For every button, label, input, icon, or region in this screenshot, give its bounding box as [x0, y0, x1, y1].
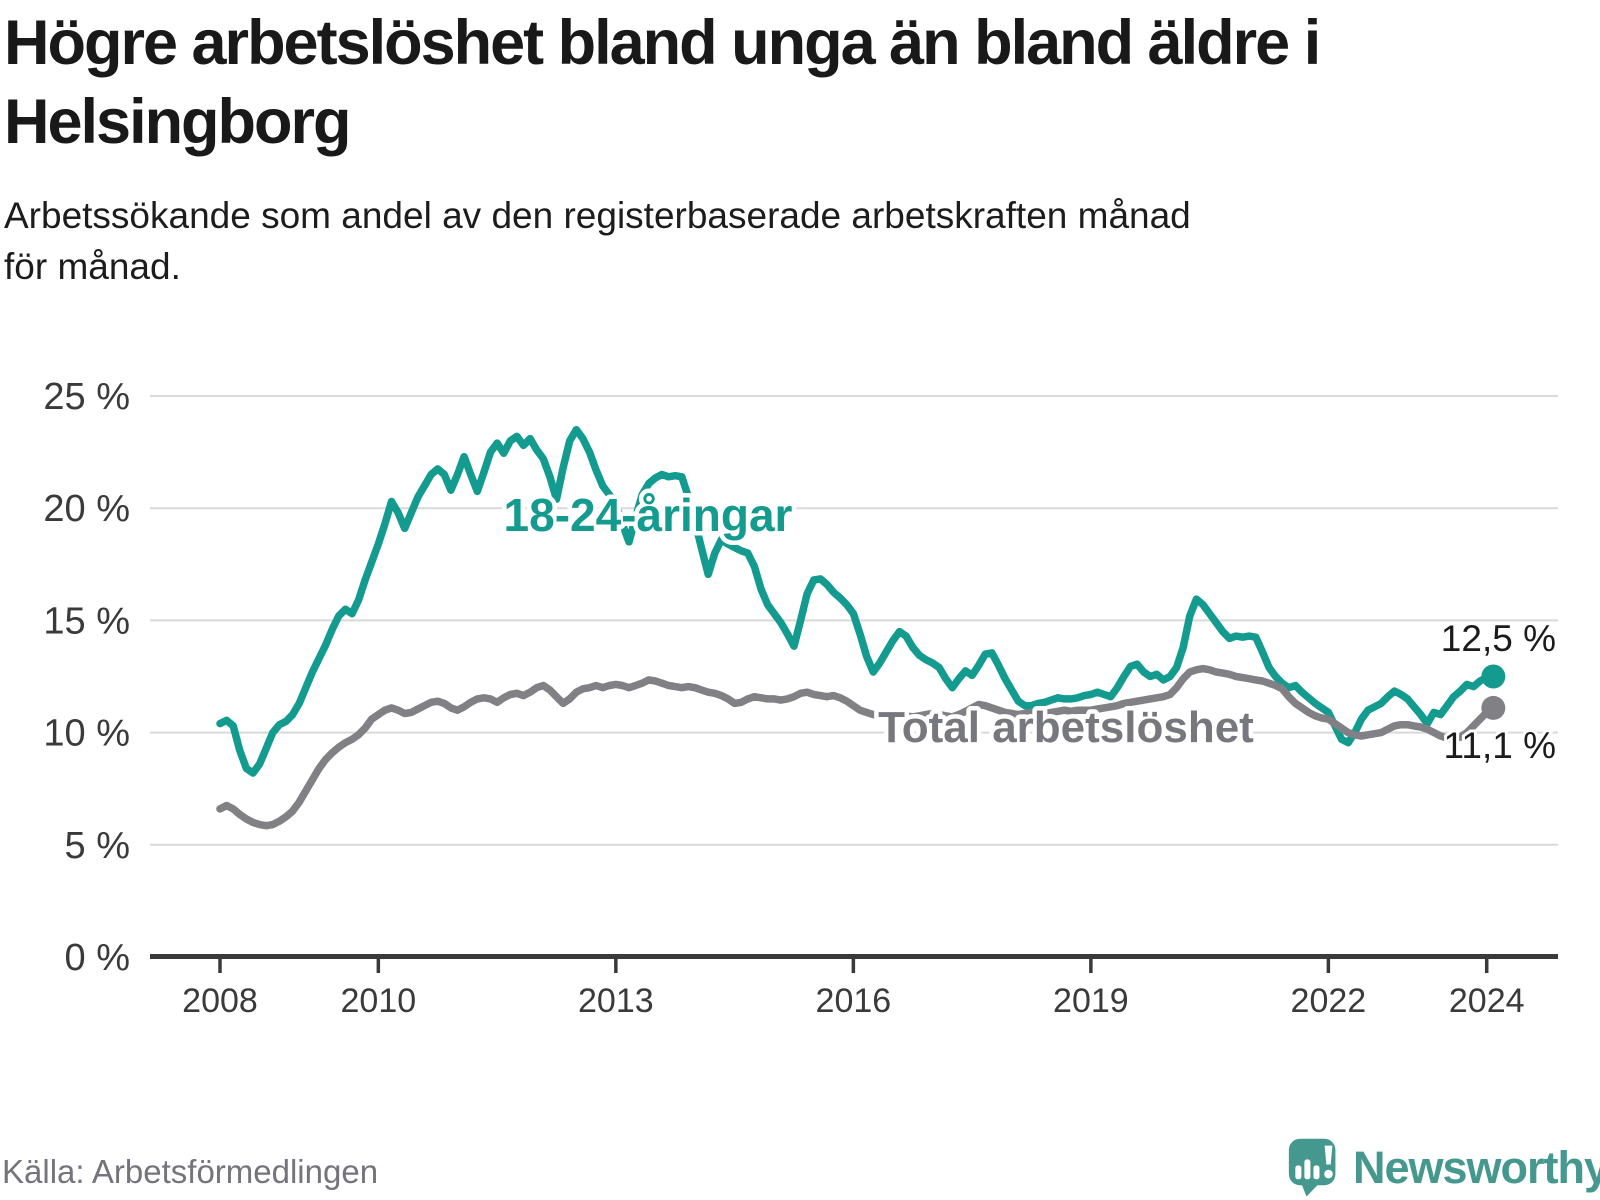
youth-series-line — [216, 425, 1498, 777]
y-axis-tick-label: 25 % — [43, 376, 130, 418]
youth-series-end-dot — [1481, 664, 1506, 689]
newsworthy-icon — [1288, 1138, 1336, 1197]
newsworthy-wordmark: Newsworthy — [1353, 1142, 1600, 1193]
x-axis-tick-label: 2016 — [816, 982, 892, 1020]
y-axis-tick-label: 15 % — [43, 600, 130, 642]
youth-series-label: 18-24-åringar — [504, 489, 793, 541]
total-series-label: Total arbetslöshet — [878, 703, 1254, 752]
y-axis-tick-label: 0 % — [65, 937, 130, 979]
page-title: Högre arbetslöshet bland unga än bland ä… — [4, 8, 1321, 157]
x-axis-tick-label: 2008 — [182, 982, 258, 1020]
y-axis-tick-label: 20 % — [43, 488, 130, 530]
total-end-value-label: 11,1 % — [1444, 725, 1556, 766]
newsworthy-logo: Newsworthy — [1288, 1136, 1600, 1200]
source-attribution: Källa: Arbetsförmedlingen — [2, 1153, 379, 1190]
x-axis-tick-label: 2019 — [1053, 982, 1129, 1020]
total-series-end-dot — [1481, 695, 1506, 720]
x-axis-tick-label: 2013 — [578, 982, 654, 1020]
page-subtitle: Arbetssökande som andel av den registerb… — [4, 195, 1191, 287]
y-axis-tick-label: 10 % — [43, 713, 130, 755]
x-axis-tick-label: 2022 — [1291, 982, 1367, 1020]
youth-end-value-label: 12,5 % — [1441, 618, 1556, 659]
x-axis-tick-label: 2010 — [341, 982, 417, 1020]
x-axis-tick-label: 2024 — [1449, 982, 1525, 1020]
y-axis-tick-label: 5 % — [65, 825, 130, 867]
total-series-line — [216, 664, 1498, 830]
